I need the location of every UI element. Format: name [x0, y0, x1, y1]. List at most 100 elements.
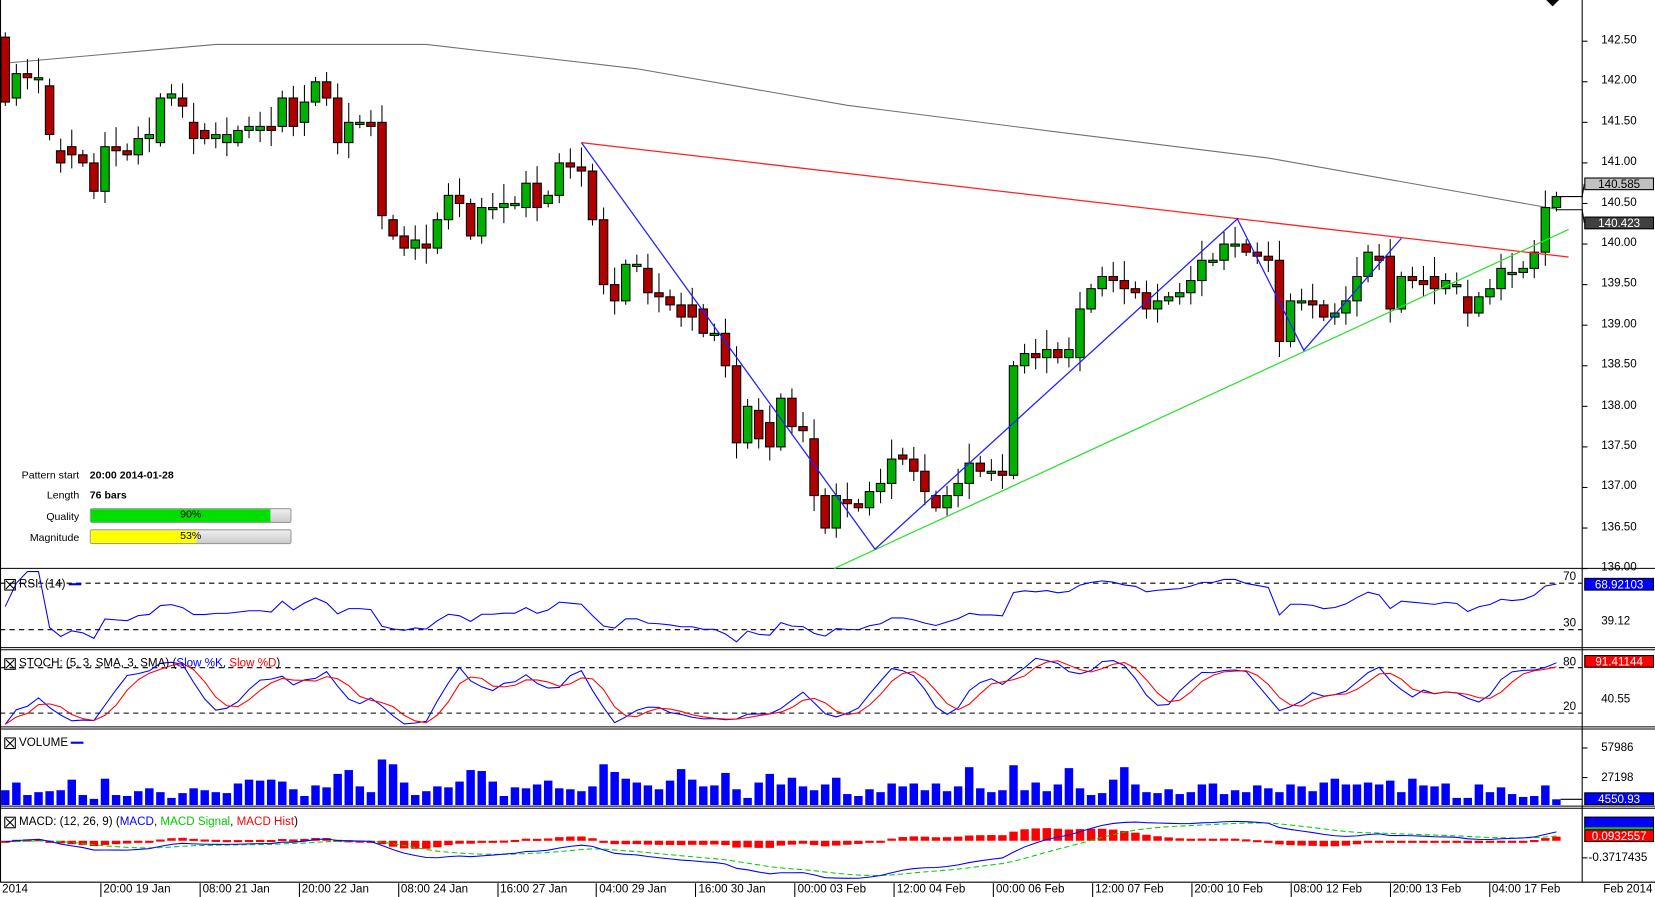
legend-line-icon: [68, 583, 82, 586]
macd-title: MACD: (12, 26, 9) (: [19, 815, 120, 829]
candle-body: [144, 133, 155, 140]
candle-body: [842, 499, 853, 505]
volume-bar: [410, 795, 420, 806]
candle-body: [310, 81, 321, 103]
macd-hist-bar: [1042, 828, 1051, 841]
candle-body: [942, 495, 952, 509]
candle-body: [1474, 296, 1484, 314]
close-panel-icon[interactable]: [4, 736, 16, 749]
rsi-line: [4, 571, 1557, 643]
volume-bar: [78, 795, 88, 806]
macd-hist-bar: [632, 840, 642, 845]
volume-bar: [1308, 791, 1317, 806]
macd-hist-bar: [987, 835, 996, 841]
macd-hist-bar: [1541, 838, 1550, 841]
candle-body: [343, 121, 354, 144]
macd-hist-bar: [134, 840, 143, 843]
candle-body: [44, 85, 55, 136]
volume-bar: [1086, 795, 1096, 806]
candle-body: [897, 454, 908, 460]
macd-hist-bar: [410, 840, 420, 849]
macd-hist-bar: [1053, 828, 1063, 841]
macd-hist-bar: [1075, 829, 1085, 841]
candle-body: [1318, 304, 1329, 318]
macd-hist-bar: [931, 837, 941, 841]
volume-bar: [67, 779, 76, 806]
volume-bar: [488, 781, 498, 806]
close-panel-icon[interactable]: [4, 657, 16, 670]
macd-hist-bar: [178, 837, 187, 841]
volume-bar: [399, 782, 409, 806]
stoch-level-20: 20: [1563, 700, 1577, 714]
volume-bar: [455, 781, 464, 806]
candle-body: [632, 263, 642, 267]
macd-hist-bar: [832, 840, 841, 846]
volume-bar: [776, 784, 786, 806]
volume-bar: [1131, 784, 1140, 806]
volume-bar: [111, 795, 121, 806]
volume-bar: [854, 795, 863, 806]
volume-bar: [1241, 792, 1251, 806]
candle-body: [277, 97, 288, 127]
macd-hist-bar: [1253, 840, 1262, 843]
volume-bar: [1341, 784, 1351, 806]
price-tick-label: 139.50: [1601, 277, 1637, 290]
candle-body: [1241, 243, 1251, 253]
volume-bar: [1197, 784, 1207, 806]
candle-body: [321, 81, 332, 99]
candle-body: [222, 133, 232, 144]
stoch-k-label: Slow %K: [176, 657, 223, 670]
volume-bar: [1264, 788, 1273, 806]
macd-hist-bar: [665, 840, 675, 845]
volume-bar: [1485, 792, 1495, 806]
separator: ,: [153, 815, 161, 829]
macd-hist-bar: [1463, 840, 1473, 844]
macd-hist-bar: [588, 838, 597, 841]
price-tick-label: 136.50: [1601, 520, 1637, 534]
legend-line-icon: [71, 741, 84, 744]
candle-body: [1296, 300, 1307, 304]
volume-value-tag: 4550.93: [1584, 792, 1655, 806]
volume-bar: [122, 795, 132, 806]
volume-bar: [920, 790, 930, 806]
candle-body: [1141, 292, 1152, 310]
macd-hist-bar: [455, 840, 464, 844]
macd-hist-bar: [1241, 839, 1251, 842]
last-price-connector: [1556, 183, 1585, 198]
time-axis-label: 00:00 06 Feb: [992, 883, 1064, 897]
volume-bar: [200, 790, 209, 806]
volume-bar: [1297, 786, 1306, 806]
macd-hist-bar: [377, 840, 387, 845]
macd-hist-bar: [1142, 834, 1151, 841]
price-tick-label: 139.00: [1601, 317, 1637, 331]
volume-bar: [1552, 799, 1561, 806]
candle-body: [920, 470, 930, 493]
candle-body: [765, 422, 775, 448]
stoch-title: STOCH: (5, 3, SMA, 3, SMA) (: [19, 657, 177, 670]
separator: ): [294, 815, 298, 829]
volume-bar: [255, 780, 265, 806]
macd-hist-bar: [787, 840, 797, 845]
last-price-tag: 140.585: [1584, 177, 1655, 191]
macd-hist-bar: [189, 838, 198, 841]
volume-bar: [942, 791, 952, 806]
close-panel-icon[interactable]: [4, 578, 16, 591]
macd-hist-bar: [1186, 838, 1196, 841]
candle-body: [266, 125, 276, 131]
macd-hist-bar: [156, 839, 165, 842]
candle-body: [698, 308, 709, 334]
pattern-start-value: 20:00 2014-01-28: [89, 470, 174, 482]
candle-body: [1263, 255, 1274, 261]
stoch-value-tag: 91.41144: [1584, 655, 1655, 669]
macd-hist-bar: [510, 839, 520, 843]
macd-hist-bar: [942, 837, 952, 841]
candle-body: [909, 458, 919, 472]
time-axis-label: 12:00 07 Feb: [1091, 883, 1164, 897]
volume-bar: [167, 797, 176, 806]
volume-bar: [1452, 797, 1461, 806]
volume-bar: [1020, 790, 1029, 806]
close-panel-icon[interactable]: [4, 816, 16, 828]
macd-hist-bar: [976, 835, 985, 841]
macd-hist-bar: [278, 839, 287, 842]
